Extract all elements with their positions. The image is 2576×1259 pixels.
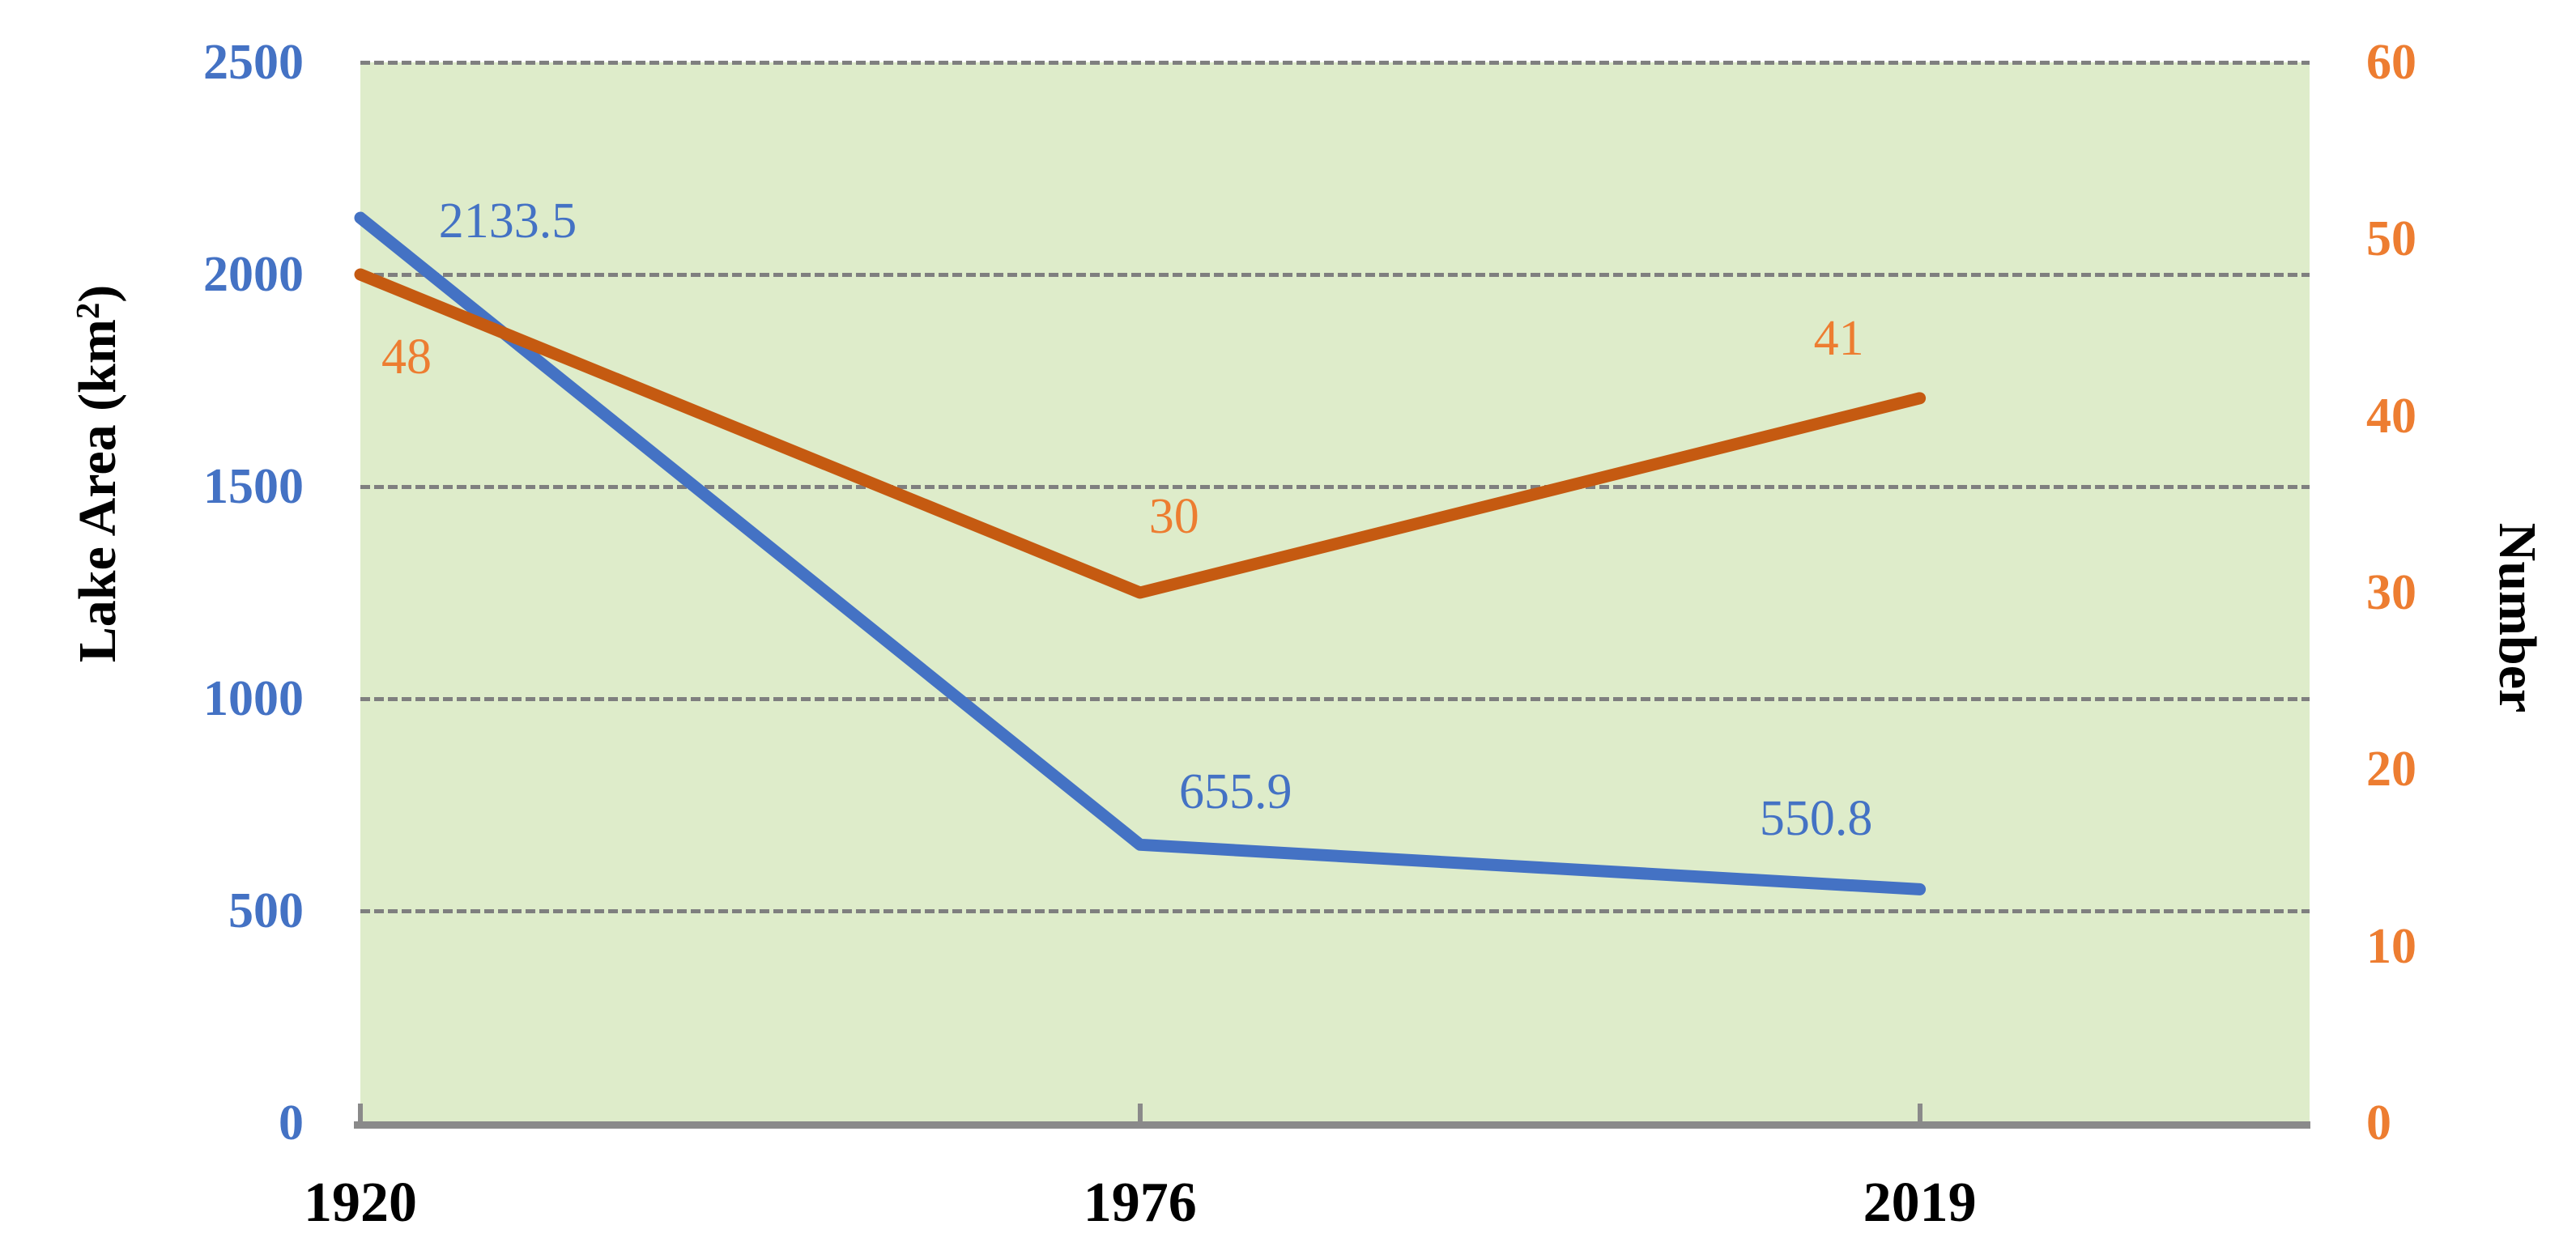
left-axis-title-close: ) xyxy=(68,284,128,303)
data-label: 48 xyxy=(381,330,432,385)
x-axis-label: 1920 xyxy=(304,1172,417,1234)
gridline xyxy=(360,60,2310,65)
tick-label-right: 20 xyxy=(2366,742,2416,798)
data-label: 30 xyxy=(1148,489,1199,544)
tick-label-left: 1500 xyxy=(203,459,304,514)
data-label: 655.9 xyxy=(1179,764,1292,820)
tick-label-right: 30 xyxy=(2366,565,2416,620)
data-label: 2133.5 xyxy=(438,194,577,249)
tick-label-left: 500 xyxy=(228,883,304,938)
data-label: 41 xyxy=(1813,310,1864,366)
tick-label-left: 2500 xyxy=(203,35,304,90)
tick-label-right: 50 xyxy=(2366,211,2416,267)
gridline xyxy=(360,272,2310,277)
gridline xyxy=(360,696,2310,701)
tick-label-left: 0 xyxy=(279,1095,304,1151)
x-axis-tick xyxy=(358,1104,363,1125)
left-axis-title-text: Lake Area (km xyxy=(68,319,128,663)
plot-area xyxy=(360,62,2310,1123)
right-axis-title: Number xyxy=(2488,522,2547,713)
tick-label-right: 40 xyxy=(2366,388,2416,444)
x-axis-line xyxy=(354,1121,2310,1129)
tick-label-left: 1000 xyxy=(203,671,304,726)
x-axis-label: 1976 xyxy=(1083,1172,1197,1234)
left-axis-title-superscript: 2 xyxy=(69,302,106,320)
x-axis-tick xyxy=(1137,1104,1143,1125)
gridline xyxy=(360,908,2310,913)
data-label: 550.8 xyxy=(1759,791,1873,847)
tick-label-left: 2000 xyxy=(203,247,304,302)
tick-label-right: 0 xyxy=(2366,1095,2391,1151)
x-axis-label: 2019 xyxy=(1863,1172,1977,1234)
tick-label-right: 60 xyxy=(2366,35,2416,90)
gridline xyxy=(360,484,2310,489)
tick-label-right: 10 xyxy=(2366,918,2416,974)
series-line-number xyxy=(354,268,1927,599)
series-line-lake-area xyxy=(354,211,1927,895)
x-axis-tick xyxy=(1917,1104,1922,1125)
left-axis-title: Lake Area (km2) xyxy=(62,284,128,663)
